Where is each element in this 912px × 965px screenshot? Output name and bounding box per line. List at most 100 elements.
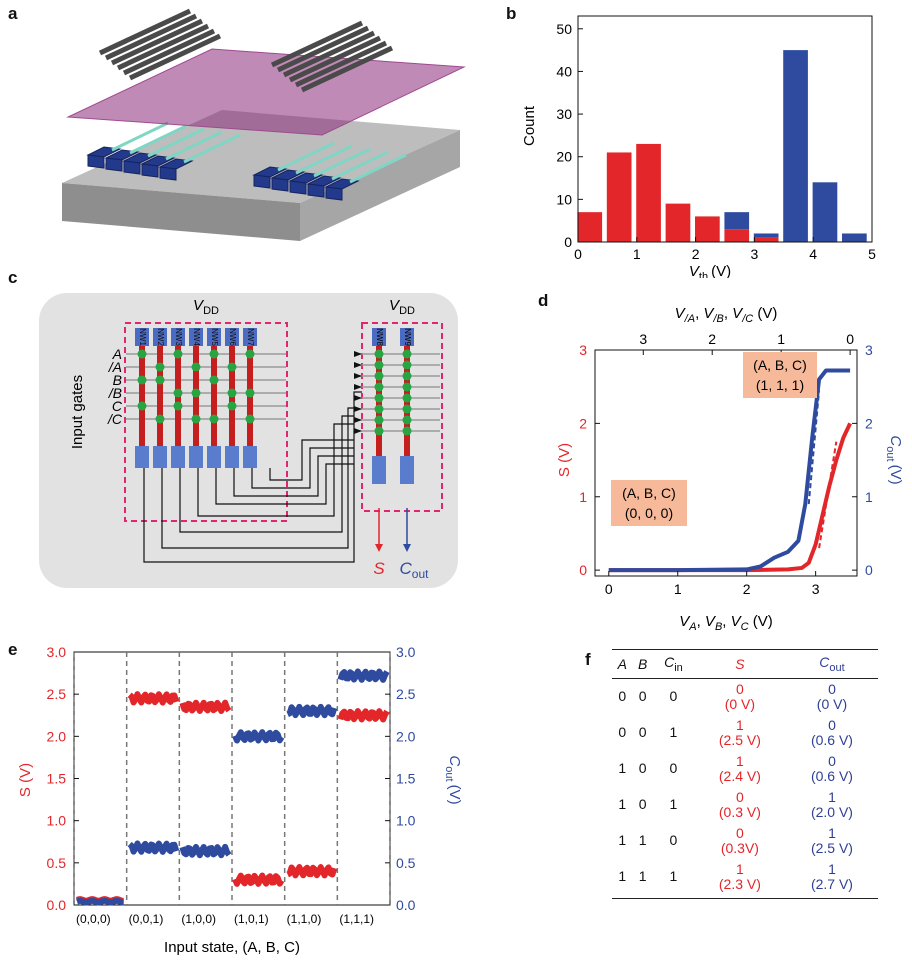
header-cin: Cin [652, 649, 694, 679]
nanowire-contact-bottom [372, 456, 386, 484]
y-tick-label-right: 0.5 [396, 855, 416, 871]
plot-frame [577, 15, 873, 243]
cell-value: 0 [736, 680, 744, 697]
y-tick-label-right: 3.0 [396, 644, 416, 660]
cell-value: 1 [638, 832, 647, 849]
truth-table-row: 0 0 1 1 (2.5 V) 0 (0.6 V) [612, 715, 878, 751]
cell-value: 0 [828, 752, 836, 769]
cell-value: 1 [828, 824, 836, 841]
nanowire-channel [139, 346, 145, 446]
cell-voltage: (2.7 V) [810, 875, 853, 892]
cell-value: 1 [669, 724, 678, 741]
y-axis-label: Count [521, 105, 538, 146]
gate-lines-right [270, 20, 394, 93]
category-label: (1,1,0) [287, 912, 322, 926]
data-trace-c-out [337, 668, 390, 683]
y-tick-label-left: 0.5 [47, 855, 67, 871]
cell-value: 0 [618, 688, 627, 705]
y-tick-label-left: 1.0 [47, 813, 67, 829]
truth-table-row: 1 0 1 0 (0.3 V) 1 (2.0 V) [612, 787, 878, 823]
y-tick-label: 10 [556, 191, 572, 207]
nanowire-label: NW5 [210, 328, 219, 346]
dashed-box-right [361, 322, 443, 512]
y-tick-label-left: 1.5 [47, 771, 67, 787]
data-trace-s [232, 872, 285, 887]
gate-contact-dot [209, 414, 219, 424]
truth-table-row: 1 1 0 0 (0.3V) 1 (2.5 V) [612, 823, 878, 859]
cell-voltage: (0 V) [816, 695, 848, 712]
cell-value: 1 [736, 716, 744, 733]
nanowire-contact-top [135, 328, 149, 346]
y-tick-label-left: 2.5 [47, 686, 67, 702]
truth-table-cell: 0 (0 V) [694, 678, 786, 715]
interconnect-wires [143, 391, 362, 563]
gate-contact-dot [402, 371, 412, 381]
x-axis-label: Vth (V) [689, 263, 731, 278]
data-trace-c-out [286, 703, 338, 719]
data-trace-s [337, 708, 390, 723]
input-arrow [354, 373, 362, 379]
gate-contact-dot [155, 375, 165, 385]
cell-voltage: (2.5 V) [810, 839, 853, 856]
gate-label: /C [107, 411, 123, 427]
data-trace-c-out [232, 729, 285, 744]
nanowire-channel [157, 346, 163, 446]
gate-contact-dot [227, 362, 237, 372]
gate-contact-dot [137, 349, 147, 359]
gate-contact-dot [374, 360, 384, 370]
header-s: S [693, 649, 786, 679]
y-axis-label-right: Cout(V) [443, 755, 463, 804]
state-box-low: (A, B, C) (0, 0, 0) [611, 480, 687, 526]
plot-frame [594, 349, 858, 577]
data-trace-c-out [75, 897, 125, 906]
nanowire-contact-top [189, 328, 203, 346]
y-tick-label: 50 [556, 21, 572, 37]
truth-table: A B Cin S Cout 0 0 0 0 (0 V) 0 (0 V) 0 0 1 1 (2.5 V… [612, 649, 878, 899]
x-tick-label: 0 [605, 581, 613, 597]
panel-letter-e: e [8, 640, 18, 659]
truth-table-cell: 1 (2.5 V) [694, 715, 786, 751]
cell-voltage: (0.3 V) [718, 803, 761, 820]
x-tick-label: 2 [692, 246, 700, 262]
input-arrow [354, 395, 362, 401]
y-tick-label-right: 1.0 [396, 813, 416, 829]
nanowire-label: NW1 [138, 328, 147, 346]
nanowire-channel [211, 346, 217, 446]
vdd-right-label: VDD [389, 297, 415, 317]
cell-voltage: (0.6 V) [810, 731, 853, 748]
nanowire-contact-bottom [207, 446, 221, 468]
truth-table-cell: 0 [632, 751, 652, 787]
cell-value: 0 [638, 724, 647, 741]
histogram-bar [724, 229, 750, 242]
panel-letter-c: c [8, 268, 18, 287]
nanowire-label: NW4 [192, 328, 201, 346]
truth-table-cell: 0 (0.3 V) [694, 787, 786, 823]
truth-table-row: 1 0 0 1 (2.4 V) 0 (0.6 V) [612, 751, 878, 787]
y-tick-label-left: 0.0 [47, 897, 67, 913]
vdd-left-label: VDD [193, 297, 219, 317]
gate-contact-dot [155, 414, 165, 424]
nanowire-contact-top [171, 328, 185, 346]
header-cout: Cout [785, 649, 878, 679]
x-tick-label: 1 [674, 581, 682, 597]
cell-value: 0 [669, 760, 678, 777]
cell-voltage: (2.5 V) [718, 731, 761, 748]
y-tick-label: 40 [556, 63, 572, 79]
gate-contact-dot [245, 349, 255, 359]
cell-value: 1 [828, 788, 836, 805]
gate-contact-dot [374, 415, 384, 425]
cell-value: 1 [736, 860, 744, 877]
y-tick-label-right: 0 [865, 562, 873, 578]
x-tick-label: 2 [743, 581, 751, 597]
cell-voltage: (0.3V) [720, 839, 759, 856]
nanowire-contact-top [153, 328, 167, 346]
truth-table-cell: 1 [612, 787, 632, 823]
cell-value: 1 [828, 860, 836, 877]
y-tick-label-right: 1 [865, 489, 873, 505]
category-label: (0,0,1) [129, 912, 164, 926]
nanowire-contact-bottom [135, 446, 149, 468]
x-axis-label-bottom: VA, VB, VC (V) [679, 613, 773, 633]
histogram-bar [812, 182, 838, 242]
nanowire-contact-bottom [400, 456, 414, 484]
